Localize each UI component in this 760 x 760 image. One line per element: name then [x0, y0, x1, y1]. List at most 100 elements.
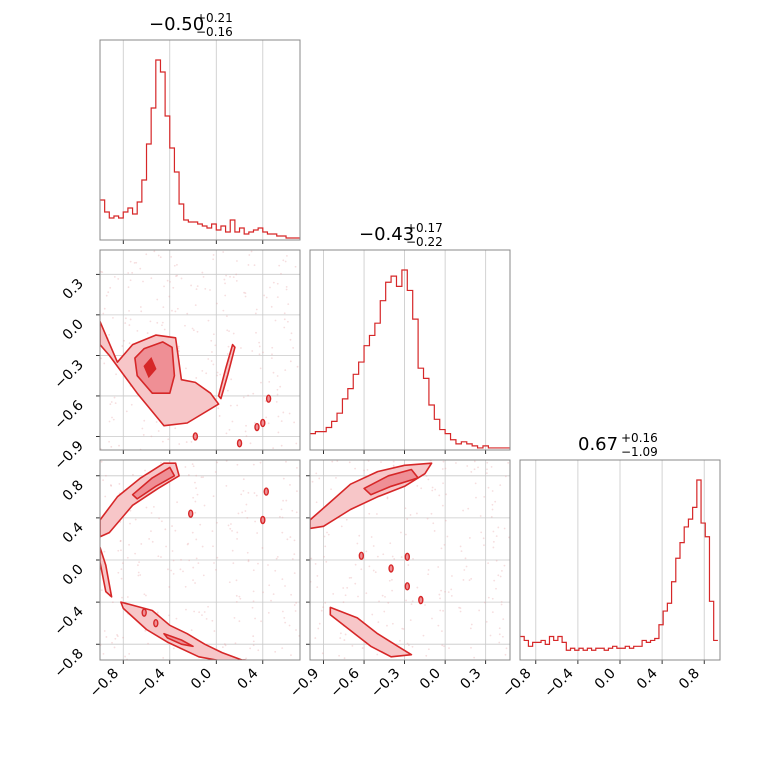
- pair-p1-p3-scatter-point: [105, 474, 107, 477]
- pair-p1-p2-scatter-point: [185, 367, 187, 370]
- pair-p1-p2-scatter-point: [217, 407, 220, 410]
- pair-p1-p3-scatter-point: [197, 562, 200, 564]
- pair-p2-p3-scatter-point: [480, 531, 483, 534]
- pair-p2-p3-scatter-point: [342, 601, 345, 604]
- pair-p1-p2-scatter-point: [204, 287, 207, 290]
- pair-p1-p3-scatter-point: [188, 559, 191, 562]
- hist-2-bin-1: [315, 432, 320, 450]
- pair-p1-p2-scatter-point: [121, 345, 124, 347]
- hist-3-bin-30: [646, 642, 650, 660]
- pair-p1-p2-scatter-point: [282, 259, 285, 262]
- pair-p2-p3-scatter-point: [500, 603, 503, 606]
- pair-p1-p2-scatter-point: [229, 404, 232, 407]
- pair-p2-p3-scatter-point: [491, 490, 494, 492]
- pair-p1-p2-scatter-point: [131, 271, 134, 274]
- pair-p1-p3-scatter-point: [261, 547, 264, 549]
- pair-p1-p2-scatter-point: [161, 321, 164, 324]
- pair-p1-p2-scatter-point: [262, 351, 264, 354]
- pair-p1-p2-scatter-point: [186, 312, 189, 315]
- pair-p2-p3-scatter-point: [383, 610, 386, 613]
- pair-p1-p2-scatter-point: [280, 420, 283, 423]
- pair-p1-p3-scatter-point: [293, 604, 296, 606]
- pair-p1-p3-scatter-point: [207, 605, 209, 608]
- pair-p2-p3-scatter-point: [339, 637, 342, 639]
- pair-p2-p3-scatter-point: [489, 634, 492, 637]
- pair-p2-p3-scatter-point: [440, 589, 443, 592]
- hist-3-bin-28: [638, 646, 642, 660]
- pair-p1-p3-scatter-point: [172, 647, 175, 650]
- hist-3-bin-19: [600, 648, 604, 660]
- pair-p1-p2-scatter-point: [150, 435, 153, 438]
- pair-p1-p3-scatter-point: [195, 557, 198, 560]
- hist-3-xtick-label-0: −0.8: [499, 666, 534, 701]
- hist-2-bin-0: [310, 434, 315, 450]
- pair-p1-p3-scatter-point: [172, 572, 175, 575]
- pair-p1-p3-scatter-point: [229, 527, 232, 530]
- pair-p1-p2-scatter-point: [276, 393, 279, 396]
- pair-p1-p3-scatter-point: [137, 571, 140, 574]
- pair-p1-p3-scatter-point: [281, 531, 284, 534]
- pair-p2-p3-scatter-point: [427, 569, 430, 571]
- pair-p2-p3-scatter-point: [344, 633, 347, 636]
- pair-p1-p3-scatter-point: [255, 494, 258, 497]
- pair-p1-p3-scatter-point: [167, 568, 169, 571]
- hist-1-bin-18: [184, 220, 189, 240]
- pair-p1-p2-scatter-point: [251, 350, 254, 352]
- pair-p1-p3-scatter-point: [185, 608, 187, 611]
- pair-p1-p3-scatter-point: [213, 630, 216, 632]
- pair-p1-p3-ytick-label-4: 0.8: [60, 477, 87, 504]
- pair-p1-p3-island-1: [260, 515, 266, 525]
- pair-p1-p3-xtick-label-3: 0.4: [235, 665, 262, 692]
- pair-p1-p2-scatter-point: [128, 309, 130, 312]
- pair-p1-p3-scatter-point: [234, 642, 237, 645]
- pair-p1-p2-scatter-point: [276, 282, 279, 285]
- pair-p1-p3-scatter-point: [129, 509, 132, 512]
- pair-p1-p2-scatter-point: [209, 289, 211, 291]
- hist-2-bin-22: [429, 405, 434, 450]
- pair-p2-p3-scatter-point: [402, 628, 405, 630]
- pair-p1-p2-scatter-point: [103, 307, 106, 310]
- pair-p2-p3-scatter-point: [311, 480, 314, 483]
- pair-p1-p2-scatter-point: [226, 389, 229, 392]
- pair-p1-p3-scatter-point: [227, 524, 230, 527]
- pair-p1-p3-scatter-point: [147, 642, 149, 645]
- title-hist-3-sub: −1.09: [621, 445, 658, 459]
- pair-p2-p3-scatter-point: [412, 557, 414, 560]
- pair-p1-p2-scatter-point: [211, 351, 213, 353]
- pair-p1-p3-scatter-point: [202, 574, 205, 577]
- pair-p1-p2-scatter-point: [142, 280, 144, 283]
- pair-p2-p3-island-1: [404, 582, 410, 591]
- pair-p1-p3-scatter-point: [114, 637, 117, 640]
- pair-p2-p3-scatter-point: [411, 645, 414, 648]
- pair-p1-p2-scatter-point: [178, 443, 181, 445]
- pair-p1-p3-scatter-point: [295, 629, 297, 631]
- pair-p1-p2-scatter-point: [107, 291, 110, 294]
- pair-p1-p2-scatter-point: [225, 432, 228, 435]
- pair-p1-p2-island-3: [192, 432, 199, 441]
- pair-p1-p3-scatter-point: [268, 584, 271, 587]
- pair-p1-p2-scatter-point: [113, 396, 116, 399]
- pair-p1-p3-scatter-point: [286, 538, 289, 541]
- pair-p2-p3-scatter-point: [458, 606, 460, 609]
- hist-1-bin-21: [198, 224, 203, 240]
- hist-3-step-line: [520, 479, 718, 651]
- pair-p2-p3-scatter-point: [343, 657, 346, 660]
- pair-p1-p2-scatter-point: [224, 294, 227, 297]
- pair-p2-p3-scatter-point: [318, 477, 321, 480]
- pair-p2-p3-scatter-point: [392, 465, 395, 468]
- pair-p2-p3-scatter-point: [323, 555, 325, 558]
- pair-p1-p3-scatter-point: [233, 616, 236, 619]
- pair-p2-p3-xtick-label-0: −0.9: [287, 666, 322, 701]
- pair-p1-p2-scatter-point: [230, 378, 233, 381]
- pair-p1-p2-scatter-point: [236, 260, 238, 262]
- pair-p1-p3-scatter-point: [194, 582, 196, 584]
- hist-3-bin-42: [697, 480, 701, 660]
- hist-1-bin-14: [165, 116, 170, 240]
- hist-1-bin-32: [249, 232, 254, 240]
- pair-p1-p3-scatter-point: [293, 572, 296, 575]
- pair-p1-p2-scatter-point: [190, 441, 193, 443]
- pair-p1-p3-scatter-point: [284, 621, 287, 624]
- pair-p1-p3-scatter-point: [102, 652, 105, 655]
- pair-p1-p3-scatter-point: [140, 543, 143, 545]
- hist-3-frame: [519, 459, 721, 661]
